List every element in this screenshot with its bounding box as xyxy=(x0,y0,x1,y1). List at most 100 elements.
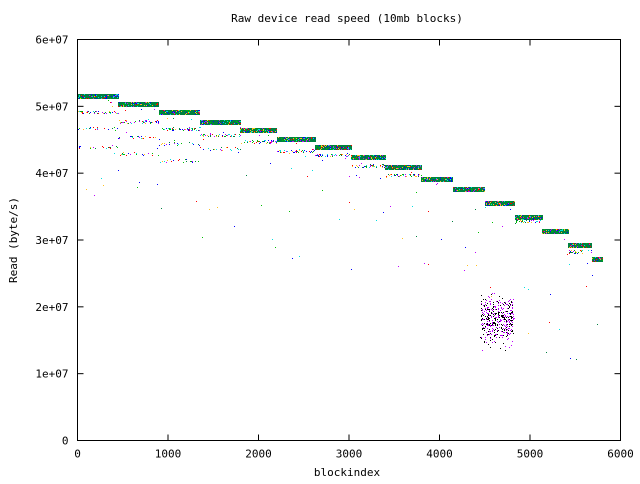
data-point xyxy=(134,103,135,104)
data-point xyxy=(210,124,211,125)
data-point xyxy=(218,121,219,122)
data-point xyxy=(507,205,508,206)
data-point xyxy=(377,156,378,157)
data-point xyxy=(209,124,210,125)
data-point xyxy=(94,98,95,99)
data-point xyxy=(294,137,295,138)
data-point xyxy=(119,106,120,107)
x-tick-label: 0 xyxy=(74,448,81,461)
data-point xyxy=(209,123,210,124)
data-point xyxy=(512,201,513,202)
data-point xyxy=(148,104,149,105)
data-point xyxy=(361,163,362,164)
data-point xyxy=(498,201,499,202)
data-point xyxy=(418,169,419,170)
data-point xyxy=(269,143,270,144)
data-point xyxy=(166,114,167,115)
data-point xyxy=(96,97,97,98)
data-point xyxy=(93,94,94,95)
data-point xyxy=(134,122,135,123)
data-point xyxy=(118,96,119,97)
data-point xyxy=(226,123,227,124)
data-point xyxy=(514,205,515,206)
data-point xyxy=(202,135,203,136)
data-point xyxy=(501,308,502,309)
data-point xyxy=(120,155,121,156)
data-point xyxy=(466,188,467,189)
data-point xyxy=(116,96,117,97)
data-point xyxy=(494,336,495,337)
data-point xyxy=(434,178,435,179)
data-point xyxy=(275,247,276,248)
data-point xyxy=(104,96,105,97)
data-point xyxy=(504,202,505,203)
data-point xyxy=(342,147,343,148)
data-point xyxy=(121,103,122,104)
data-point xyxy=(565,229,566,230)
data-point xyxy=(94,95,95,96)
data-point xyxy=(502,202,503,203)
data-point xyxy=(108,100,109,101)
data-point xyxy=(405,174,406,175)
data-point xyxy=(272,141,273,142)
data-point xyxy=(251,132,252,133)
data-point xyxy=(327,156,328,157)
data-point xyxy=(78,94,79,95)
data-point xyxy=(150,137,151,138)
data-point xyxy=(166,110,167,111)
data-point xyxy=(324,148,325,149)
data-point xyxy=(246,128,247,129)
data-point xyxy=(301,138,302,139)
data-point xyxy=(183,111,184,112)
data-point xyxy=(327,145,328,146)
data-point xyxy=(192,114,193,115)
data-point xyxy=(505,303,506,304)
data-point xyxy=(205,121,206,122)
data-point xyxy=(382,164,383,165)
data-point xyxy=(83,129,84,130)
data-point xyxy=(410,165,411,166)
data-point xyxy=(115,112,116,113)
data-point xyxy=(494,332,495,333)
data-point xyxy=(115,96,116,97)
data-point xyxy=(369,167,370,168)
data-point xyxy=(235,123,236,124)
data-point xyxy=(154,103,155,104)
data-point xyxy=(430,178,431,179)
data-point xyxy=(127,104,128,105)
data-point xyxy=(509,313,510,314)
data-point xyxy=(394,169,395,170)
data-point xyxy=(198,112,199,113)
data-point xyxy=(154,104,155,105)
data-point xyxy=(262,128,263,129)
data-point xyxy=(527,222,528,223)
data-point xyxy=(229,124,230,125)
data-point xyxy=(428,178,429,179)
data-point xyxy=(264,128,265,129)
data-point xyxy=(497,203,498,204)
data-point xyxy=(497,325,498,326)
data-point xyxy=(488,318,489,319)
data-point xyxy=(452,180,453,181)
data-point xyxy=(169,114,170,115)
data-point xyxy=(523,216,524,217)
data-point xyxy=(216,149,217,150)
data-point xyxy=(444,181,445,182)
data-point xyxy=(589,246,590,247)
data-point xyxy=(405,176,406,177)
data-point xyxy=(190,161,191,162)
data-point xyxy=(110,113,111,114)
data-point xyxy=(220,122,221,123)
data-point xyxy=(265,132,266,133)
data-point xyxy=(182,129,183,130)
data-point xyxy=(492,201,493,202)
data-point xyxy=(363,157,364,158)
data-point xyxy=(593,258,594,259)
data-point xyxy=(562,231,563,232)
data-point xyxy=(440,177,441,178)
data-point xyxy=(400,168,401,169)
data-point xyxy=(166,111,167,112)
data-point xyxy=(313,151,314,152)
data-point xyxy=(137,103,138,104)
